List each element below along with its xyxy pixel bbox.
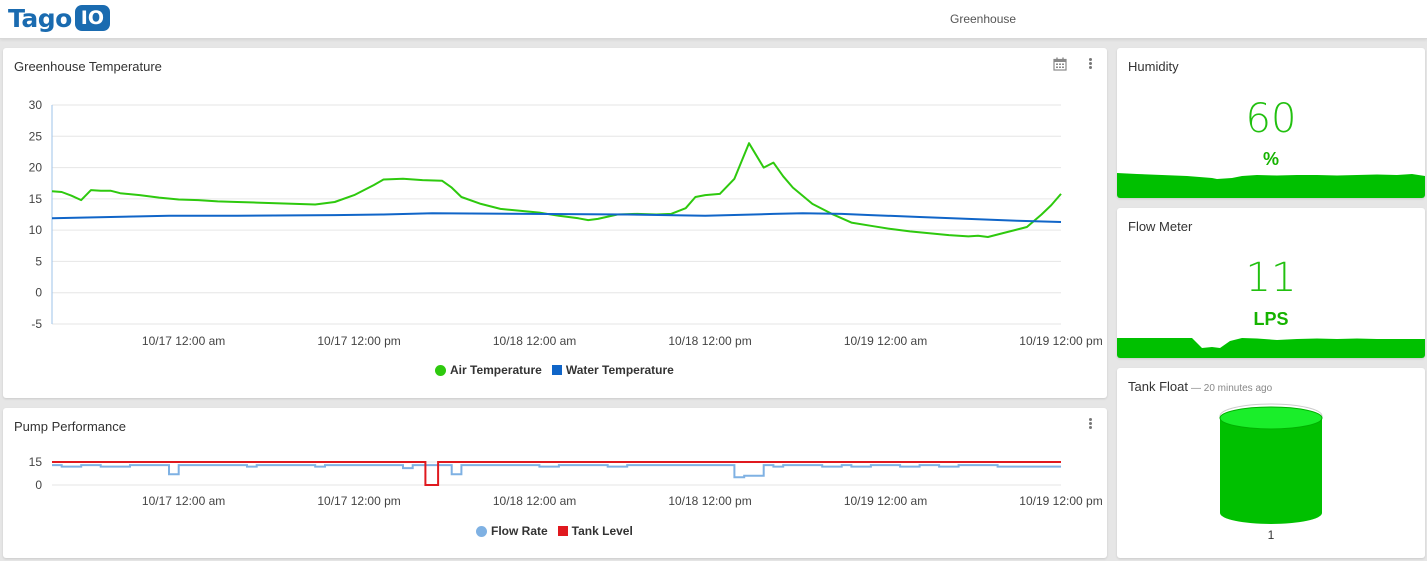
legend-square-icon [551, 365, 562, 375]
y-tick-label: 25 [29, 129, 43, 143]
temperature-legend: Air Temperature Water Temperature [435, 363, 674, 377]
flow-meter-card: Flow Meter 11 LPS [1117, 208, 1425, 358]
flow-unit: LPS [1253, 309, 1289, 329]
humidity-wave [1117, 173, 1425, 198]
x-tick-label: 10/18 12:00 pm [668, 334, 751, 348]
tank-subtitle: — 20 minutes ago [1190, 383, 1273, 394]
y-tick-label: -5 [31, 317, 42, 331]
dashboard-title: Greenhouse [950, 12, 1017, 26]
legend-square-icon [557, 526, 568, 536]
series-line-water-temperature [51, 212, 1062, 223]
calendar-icon[interactable] [1053, 57, 1067, 71]
y-tick-label: 15 [29, 455, 43, 469]
more-vertical-icon[interactable] [1089, 58, 1093, 70]
y-tick-label: 20 [29, 161, 43, 175]
humidity-card: Humidity 60 % [1117, 48, 1425, 198]
temperature-card: Greenhouse Temperature 30 25 20 15 10 5 0 -5 10/… [3, 48, 1107, 398]
tago-io-logo[interactable]: Tago IO [8, 3, 111, 33]
legend-air-temperature[interactable]: Air Temperature [435, 363, 542, 377]
x-tick-label: 10/17 12:00 am [142, 494, 225, 508]
x-tick-label: 10/18 12:00 am [493, 494, 576, 508]
card-title: Flow Meter [1128, 219, 1193, 234]
card-title: Tank Float — 20 minutes ago [1128, 379, 1272, 394]
x-tick-label: 10/17 12:00 pm [317, 494, 400, 508]
x-tick-label: 10/17 12:00 pm [317, 334, 400, 348]
series-line-flow-rate [52, 464, 1061, 479]
card-title: Pump Performance [14, 419, 126, 434]
legend-label: Flow Rate [491, 524, 548, 538]
card-title: Humidity [1128, 59, 1179, 74]
flow-value: 11 [1245, 255, 1297, 301]
pump-chart: 15 0 10/17 12:00 am 10/17 12:00 pm 10/18 12:… [29, 455, 1103, 508]
top-bar: Tago IO Greenhouse [0, 0, 1427, 39]
x-tick-label: 10/19 12:00 pm [1019, 494, 1102, 508]
legend-label: Tank Level [571, 524, 633, 538]
x-tick-label: 10/18 12:00 am [493, 334, 576, 348]
legend-label: Water Temperature [565, 363, 674, 377]
legend-label: Air Temperature [450, 363, 542, 377]
tank-cylinder-icon [1219, 403, 1323, 524]
more-vertical-icon[interactable] [1089, 418, 1093, 430]
tank-value: 1 [1267, 528, 1275, 542]
pump-card: Pump Performance 15 0 10/17 12:00 am 10/17 … [3, 408, 1107, 558]
tank-title: Tank Float [1128, 379, 1188, 394]
legend-dot-icon [476, 525, 487, 537]
x-tick-label: 10/18 12:00 pm [668, 494, 751, 508]
tank-float-card: Tank Float — 20 minutes ago 1 [1117, 368, 1425, 558]
card-title: Greenhouse Temperature [14, 59, 162, 74]
legend-tank-level[interactable]: Tank Level [557, 524, 633, 538]
x-tick-label: 10/19 12:00 am [844, 334, 927, 348]
x-tick-label: 10/17 12:00 am [142, 334, 225, 348]
series-line-tank-level [52, 461, 1061, 486]
logo-text: Tago [8, 3, 72, 33]
x-tick-label: 10/19 12:00 am [844, 494, 927, 508]
y-tick-label: 0 [35, 286, 42, 300]
temperature-chart: 30 25 20 15 10 5 0 -5 10/17 12:00 am 10/17 12:00 … [29, 98, 1103, 348]
logo-badge: IO [74, 5, 111, 31]
humidity-unit: % [1262, 149, 1279, 169]
humidity-value: 60 [1245, 96, 1297, 142]
y-tick-label: 10 [29, 223, 43, 237]
y-tick-label: 5 [35, 254, 42, 268]
legend-water-temperature[interactable]: Water Temperature [551, 363, 674, 377]
legend-flow-rate[interactable]: Flow Rate [476, 524, 548, 538]
x-tick-label: 10/19 12:00 pm [1019, 334, 1102, 348]
series-line-air-temperature [51, 142, 1062, 238]
legend-dot-icon [435, 364, 446, 376]
y-tick-label: 0 [35, 478, 42, 492]
pump-legend: Flow Rate Tank Level [476, 524, 633, 538]
y-tick-label: 30 [29, 98, 43, 112]
flow-wave [1117, 338, 1425, 358]
y-tick-label: 15 [29, 192, 43, 206]
